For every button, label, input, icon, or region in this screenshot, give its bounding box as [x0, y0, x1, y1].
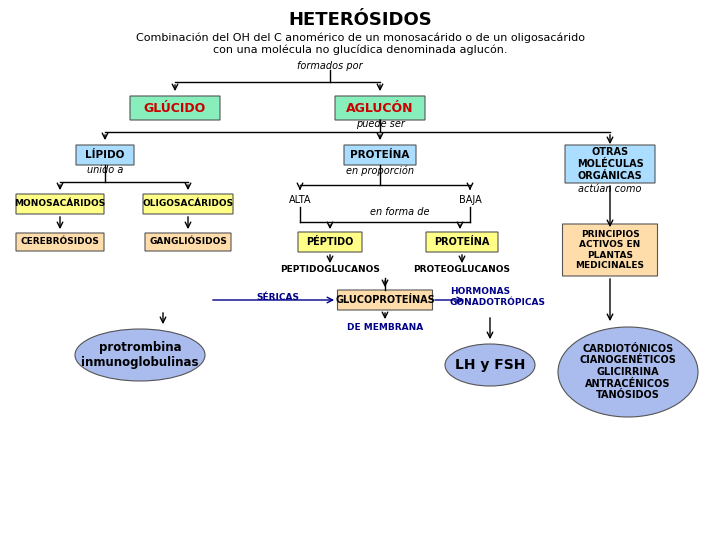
FancyBboxPatch shape [16, 233, 104, 251]
Text: puede ser: puede ser [356, 119, 405, 129]
Ellipse shape [558, 327, 698, 417]
Text: PROTEÍNA: PROTEÍNA [434, 237, 490, 247]
Text: BAJA: BAJA [459, 195, 482, 205]
Text: Combinación del OH del C anomérico de un monosacárido o de un oligosacárido: Combinación del OH del C anomérico de un… [135, 33, 585, 43]
FancyBboxPatch shape [16, 194, 104, 214]
Text: LH y FSH: LH y FSH [455, 358, 525, 372]
Text: PROTEÍNA: PROTEÍNA [351, 150, 410, 160]
Text: SÉRICAS: SÉRICAS [256, 293, 300, 301]
FancyBboxPatch shape [565, 145, 655, 183]
FancyBboxPatch shape [298, 232, 362, 252]
Text: MONOSACÁRIDOS: MONOSACÁRIDOS [14, 199, 106, 208]
Text: PEPTIDOGLUCANOS: PEPTIDOGLUCANOS [280, 266, 380, 274]
FancyBboxPatch shape [338, 290, 433, 310]
Text: GLUCOPROTEÍNAS: GLUCOPROTEÍNAS [335, 295, 435, 305]
Text: AGLUCÓN: AGLUCÓN [346, 102, 414, 114]
Text: en proporción: en proporción [346, 166, 414, 176]
Ellipse shape [75, 329, 205, 381]
FancyBboxPatch shape [426, 232, 498, 252]
Text: PRINCIPIOS
ACTIVOS EN
PLANTAS
MEDICINALES: PRINCIPIOS ACTIVOS EN PLANTAS MEDICINALE… [575, 230, 644, 270]
FancyBboxPatch shape [130, 96, 220, 120]
Text: formados por: formados por [297, 61, 363, 71]
Text: ALTA: ALTA [289, 195, 311, 205]
Text: PÉPTIDO: PÉPTIDO [306, 237, 354, 247]
Text: GANGLIÓSIDOS: GANGLIÓSIDOS [149, 238, 227, 246]
Text: OLIGOSACÁRIDOS: OLIGOSACÁRIDOS [143, 199, 233, 208]
Text: OTRAS
MOLÉCULAS
ORGÁNICAS: OTRAS MOLÉCULAS ORGÁNICAS [577, 147, 644, 180]
Text: LÍPIDO: LÍPIDO [85, 150, 125, 160]
FancyBboxPatch shape [143, 194, 233, 214]
Text: HORMONAS
GONADOTRÓPICAS: HORMONAS GONADOTRÓPICAS [450, 287, 546, 307]
Text: CEREBRÓSIDOS: CEREBRÓSIDOS [21, 238, 99, 246]
Text: HETERÓSIDOS: HETERÓSIDOS [288, 11, 432, 29]
Text: CARDIOTÓNICOS
CIANOGENÉTICOS
GLICIRRINA
ANTRACÉNICOS
TANÓSIDOS: CARDIOTÓNICOS CIANOGENÉTICOS GLICIRRINA … [580, 344, 676, 400]
FancyBboxPatch shape [335, 96, 425, 120]
Text: con una molécula no glucídica denominada aglucón.: con una molécula no glucídica denominada… [212, 45, 508, 55]
Text: PROTEOGLUCANOS: PROTEOGLUCANOS [413, 266, 510, 274]
Text: DE MEMBRANA: DE MEMBRANA [347, 322, 423, 332]
Text: actúan como: actúan como [578, 184, 642, 194]
Text: protrombina
inmunoglobulinas: protrombina inmunoglobulinas [81, 341, 199, 369]
FancyBboxPatch shape [145, 233, 231, 251]
Text: unido a: unido a [87, 165, 123, 175]
Text: GLÚCIDO: GLÚCIDO [144, 102, 206, 114]
Ellipse shape [445, 344, 535, 386]
FancyBboxPatch shape [76, 145, 134, 165]
Text: en forma de: en forma de [370, 207, 430, 217]
FancyBboxPatch shape [344, 145, 416, 165]
FancyBboxPatch shape [562, 224, 657, 276]
